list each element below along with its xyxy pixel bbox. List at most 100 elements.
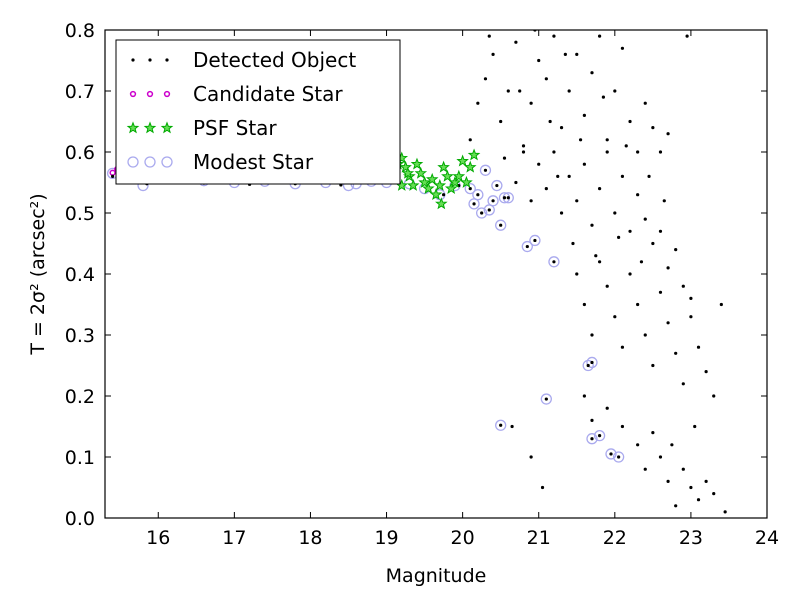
psf-star-point bbox=[422, 181, 435, 194]
modest-star-point bbox=[582, 359, 594, 372]
detected-object-point bbox=[590, 223, 594, 227]
legend-marker-modest-star bbox=[127, 156, 139, 168]
modest-star-point bbox=[586, 433, 598, 445]
psf-star-point bbox=[399, 160, 412, 173]
modest-star-point bbox=[495, 419, 507, 431]
x-tick-label: 22 bbox=[603, 527, 627, 549]
legend-marker-detected-object bbox=[148, 58, 152, 62]
detected-object-point bbox=[597, 187, 602, 191]
detected-object-point bbox=[636, 443, 640, 447]
detected-object-point bbox=[111, 174, 115, 178]
detected-object-point bbox=[590, 437, 594, 441]
y-tick-label: 0.1 bbox=[65, 447, 95, 469]
detected-object-point bbox=[499, 119, 503, 124]
detected-object-point bbox=[521, 144, 526, 148]
legend-marker-detected-object bbox=[165, 58, 169, 62]
psf-star-point bbox=[414, 166, 428, 179]
detected-object-point bbox=[499, 423, 503, 427]
detected-object-point bbox=[559, 126, 564, 130]
detected-object-point bbox=[575, 52, 579, 57]
detected-object-point bbox=[674, 351, 678, 355]
modest-star-point bbox=[476, 207, 488, 219]
axis-ticks: 16 17 18 19 20 21 22 23 24 0.0 0.1 0.2 0.3 0.4 0.5 0.6 0… bbox=[65, 20, 779, 549]
detected-object-point bbox=[537, 162, 541, 166]
detected-object-point bbox=[605, 150, 609, 154]
detected-object-point bbox=[559, 211, 564, 215]
detected-object-point bbox=[674, 504, 678, 508]
detected-object-point bbox=[472, 202, 476, 206]
detected-object-point bbox=[495, 183, 499, 188]
detected-object-point bbox=[620, 345, 625, 349]
psf-star-point bbox=[406, 178, 420, 191]
detected-object-point bbox=[658, 455, 663, 459]
psf-star-point bbox=[441, 169, 454, 182]
detected-object-point bbox=[590, 360, 594, 365]
detected-object-point bbox=[480, 211, 484, 215]
modest-star-point bbox=[529, 234, 541, 247]
x-tick-label: 24 bbox=[755, 527, 779, 549]
detected-object-point bbox=[723, 510, 727, 514]
detected-object-point bbox=[693, 424, 697, 429]
detected-object-point bbox=[689, 315, 693, 319]
detected-object-point bbox=[712, 492, 716, 496]
x-tick-label: 21 bbox=[527, 527, 551, 549]
psf-star-point bbox=[463, 160, 477, 173]
detected-object-point bbox=[605, 284, 609, 288]
detected-object-point bbox=[499, 223, 503, 227]
detected-object-point bbox=[666, 132, 670, 136]
detected-object-point bbox=[590, 418, 594, 422]
detected-object-point bbox=[597, 434, 602, 438]
detected-object-point bbox=[696, 345, 701, 349]
detected-object-point bbox=[609, 452, 613, 456]
y-tick-label: 0.8 bbox=[65, 20, 95, 42]
detected-object-point bbox=[586, 363, 590, 368]
detected-object-point bbox=[674, 248, 678, 252]
psf-star-point bbox=[456, 154, 469, 167]
detected-object-point bbox=[651, 241, 655, 246]
detected-object-point bbox=[666, 266, 670, 270]
legend-marker-modest-star bbox=[161, 156, 173, 168]
detected-object-point bbox=[601, 95, 606, 99]
legend-marker-candidate-star bbox=[163, 90, 171, 98]
detected-object-point bbox=[719, 302, 723, 307]
detected-object-point bbox=[658, 150, 663, 154]
x-tick-label: 20 bbox=[451, 527, 475, 549]
detected-object-point bbox=[636, 302, 640, 307]
y-axis-label: T = 2σ² (arcsec²) bbox=[27, 193, 49, 355]
modest-star-point bbox=[612, 451, 625, 463]
detected-object-point bbox=[567, 174, 571, 178]
y-tick-label: 0.0 bbox=[65, 508, 95, 530]
modest-star-point bbox=[472, 189, 484, 201]
detected-object-point bbox=[529, 101, 533, 105]
detected-object-point bbox=[510, 424, 514, 429]
legend-label-candidate-star: Candidate Star bbox=[193, 82, 343, 106]
detected-object-point bbox=[643, 101, 647, 105]
legend-label-modest-star: Modest Star bbox=[193, 150, 314, 174]
psf-star-point bbox=[418, 175, 431, 188]
y-tick-label: 0.2 bbox=[65, 386, 95, 408]
detected-object-point bbox=[525, 244, 529, 249]
detected-object-point bbox=[506, 89, 510, 93]
detected-object-point bbox=[575, 199, 579, 203]
detected-object-point bbox=[552, 260, 556, 264]
detected-object-point bbox=[571, 241, 575, 246]
modest-star-point bbox=[605, 448, 617, 460]
detected-object-point bbox=[529, 455, 533, 459]
detected-object-point bbox=[605, 406, 609, 410]
detected-object-point bbox=[651, 363, 655, 368]
detected-object-point bbox=[487, 208, 491, 212]
psf-star-point bbox=[460, 175, 473, 188]
modest-star-point bbox=[521, 240, 533, 253]
detected-object-point bbox=[617, 235, 621, 239]
psf-star-point bbox=[437, 160, 450, 173]
detected-object-point bbox=[613, 315, 617, 319]
detected-object-point bbox=[491, 199, 495, 203]
legend: Detected Object Candidate Star PSF Star Mod… bbox=[115, 39, 401, 185]
detected-object-point bbox=[582, 162, 586, 166]
legend-marker-candidate-star bbox=[146, 90, 154, 98]
detected-object-point bbox=[643, 333, 647, 337]
detected-object-point bbox=[647, 174, 651, 178]
detected-object-point bbox=[658, 290, 663, 294]
detected-object-point bbox=[476, 193, 480, 197]
